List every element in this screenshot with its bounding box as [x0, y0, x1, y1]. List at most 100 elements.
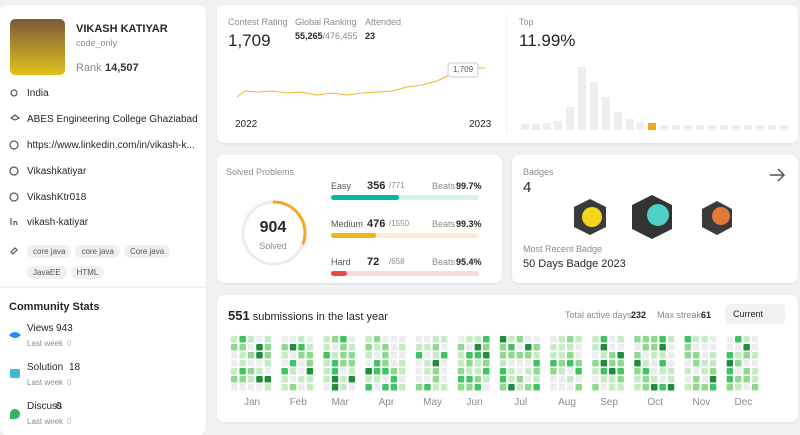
heat-cell [516, 384, 524, 391]
heat-cell [298, 336, 305, 343]
heat-cell [516, 352, 524, 359]
heat-cell [693, 368, 700, 375]
heat-cell [231, 376, 238, 383]
level-name: Hard [331, 257, 351, 267]
heat-cell [659, 344, 666, 351]
linkedin[interactable]: vikash-katiyar [27, 217, 89, 228]
heat-cell [382, 384, 389, 391]
rank: 14,507 [105, 62, 139, 74]
heat-cell [348, 360, 356, 367]
profile-card: VIKASH KATIYAR code_only Rank 14,507 Ind… [0, 5, 206, 435]
heat-cell [659, 384, 666, 391]
github[interactable]: Vikashkatiyar [27, 166, 87, 177]
beats-label: Beats [432, 257, 456, 267]
heat-cell [508, 344, 515, 351]
heat-cell [256, 360, 263, 367]
heat-cell [592, 360, 599, 367]
heat-cell [709, 368, 717, 375]
period-select[interactable]: Current [725, 304, 785, 324]
badges-title: Badges [523, 167, 554, 177]
heat-cell [247, 344, 255, 351]
heat-cell [667, 376, 675, 383]
heat-cell [592, 376, 599, 383]
level-bar [331, 271, 348, 276]
heat-cell [231, 344, 238, 351]
heat-cell [424, 360, 431, 367]
heat-cell [693, 376, 700, 383]
heat-cell [390, 368, 398, 375]
heat-cell [457, 352, 465, 359]
heat-cell [558, 336, 566, 343]
heat-cell [373, 336, 381, 343]
heat-cell [609, 384, 616, 391]
heat-cell [508, 384, 515, 391]
heat-cell [667, 384, 675, 391]
heat-cell [348, 376, 356, 383]
heat-cell [306, 384, 314, 391]
heat-cell [634, 352, 641, 359]
heat-cell [609, 352, 616, 359]
heat-cell [331, 368, 339, 375]
heat-cell [609, 368, 616, 375]
level-track [331, 271, 479, 276]
heat-cell [239, 368, 246, 375]
heat-cell [701, 360, 708, 367]
heat-cell [575, 336, 582, 343]
heat-cell [441, 360, 448, 367]
website[interactable]: https://www.linkedin.com/in/vikash-k... [27, 140, 195, 151]
heat-cell [709, 344, 717, 351]
heat-cell [331, 376, 339, 383]
twitter[interactable]: VikashKtr018 [27, 192, 87, 203]
heat-cell [751, 344, 759, 351]
arrow[interactable] [770, 168, 786, 182]
heat-cell [457, 360, 465, 367]
heat-cell [483, 376, 490, 383]
heat-cell [382, 368, 389, 375]
heat-cell [617, 336, 624, 343]
heat-cell [298, 344, 305, 351]
heat-cell [466, 384, 473, 391]
rating-label: Contest Rating [228, 17, 288, 27]
heat-cell [735, 368, 742, 375]
rating: 1,709 [228, 31, 271, 50]
heat-cell [323, 376, 330, 383]
level-name: Medium [331, 219, 364, 229]
heat-cell [264, 368, 272, 375]
heat-cell [264, 360, 272, 367]
heat-cell [298, 384, 305, 391]
heat-cell [525, 336, 532, 343]
heat-cell [415, 352, 423, 359]
heat-cell [424, 336, 431, 343]
skill-tag: Core java [123, 245, 171, 258]
level-total: /1550 [389, 219, 410, 228]
heat-cell [256, 376, 263, 383]
streak-label: Max streak: [657, 310, 704, 320]
heat-cell [365, 352, 372, 359]
heat-cell [331, 360, 339, 367]
heat-cell [424, 384, 431, 391]
month-label: Apr [379, 397, 395, 408]
heat-cell [231, 368, 238, 375]
location: India [27, 88, 49, 99]
heat-cell [306, 376, 314, 383]
heat-cell [525, 384, 532, 391]
level-name: Easy [331, 181, 352, 191]
heat-cell [256, 336, 263, 343]
heat-cell [298, 376, 305, 383]
heat-cell [651, 336, 658, 343]
heat-cell [298, 360, 305, 367]
heat-cell [331, 336, 339, 343]
level-bar [331, 195, 400, 200]
heat-cell [693, 360, 700, 367]
month-label: Dec [735, 397, 753, 408]
global-label: Global Ranking [295, 17, 357, 27]
heat-cell [634, 344, 641, 351]
active: 232 [631, 310, 647, 320]
heat-cell [684, 384, 692, 391]
heat-cell [399, 360, 406, 367]
heat-cell [726, 360, 734, 367]
heat-cell [348, 344, 356, 351]
sub-text: submissions in the last year [252, 311, 388, 323]
heat-cell [609, 336, 616, 343]
heat-cell [726, 344, 734, 351]
